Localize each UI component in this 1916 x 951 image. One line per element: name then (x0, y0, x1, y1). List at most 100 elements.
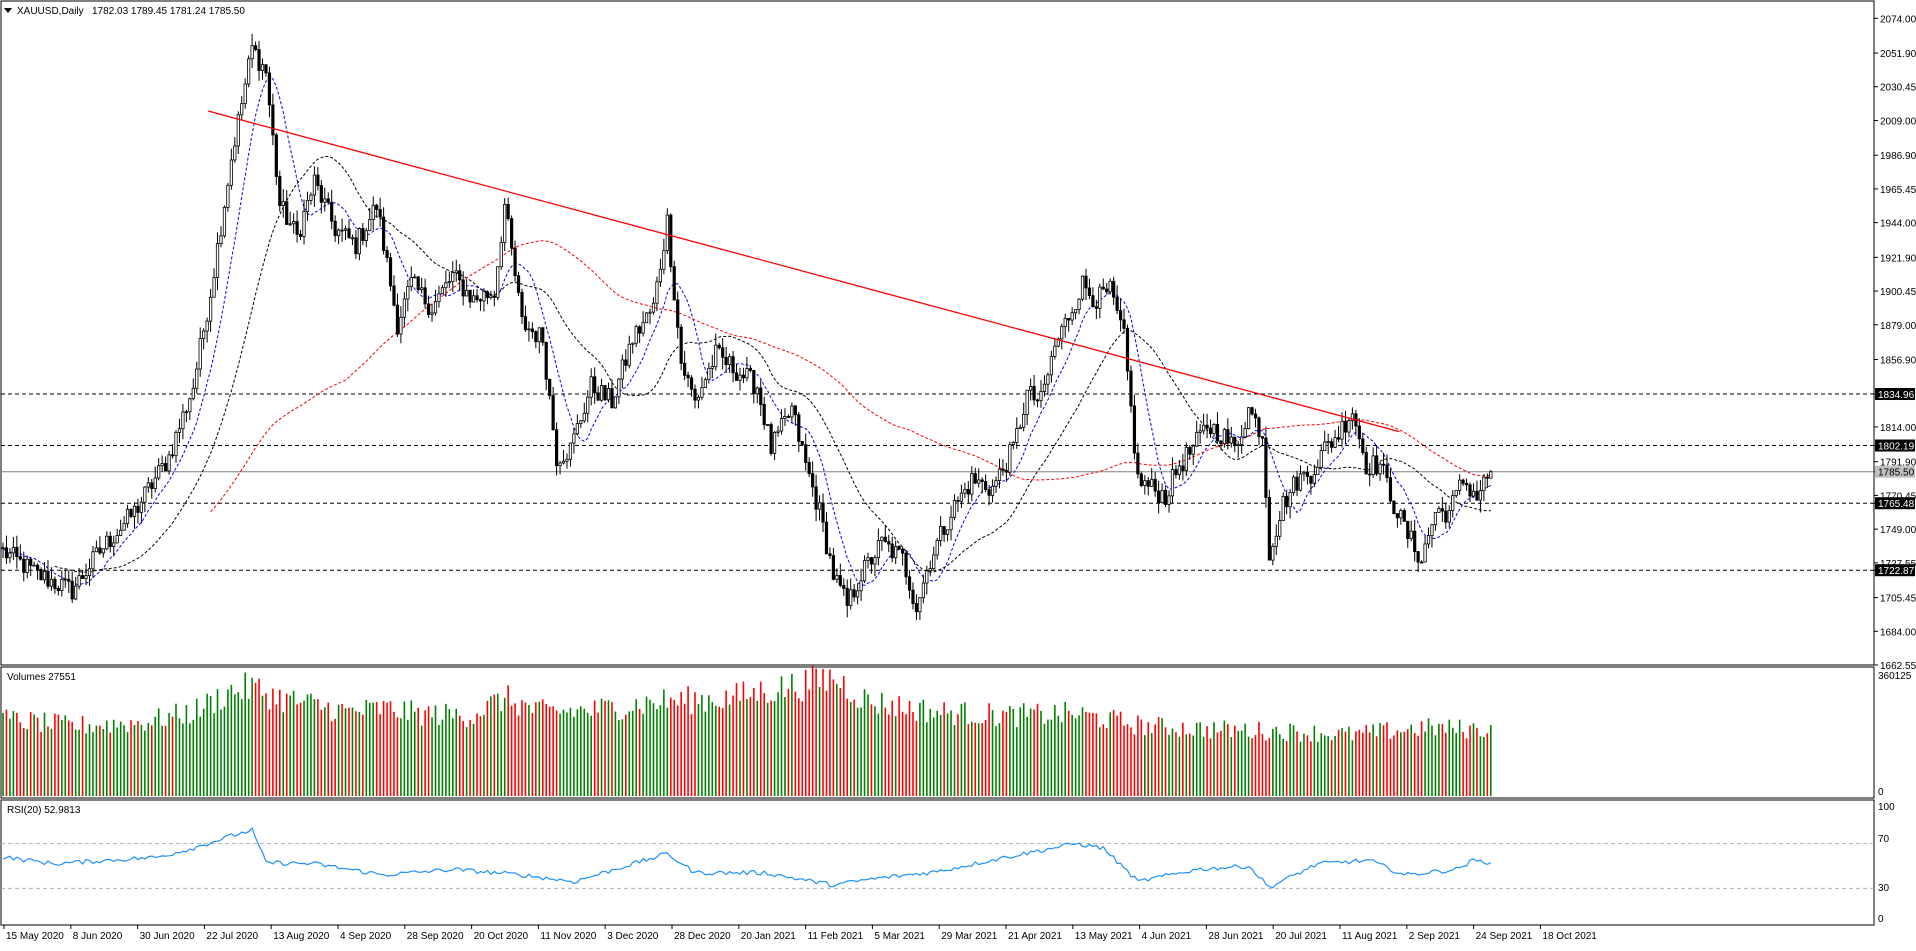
candle (731, 350, 735, 383)
price-tick-label: 1986.90 (1880, 151, 1916, 162)
candle (1035, 398, 1040, 408)
candle (786, 414, 791, 418)
candle (112, 535, 116, 557)
candle (1399, 508, 1403, 525)
candle (624, 349, 628, 372)
candle (1316, 459, 1320, 476)
candle (496, 266, 500, 301)
candle (561, 449, 566, 465)
time-label: 2 Sep 2021 (1409, 931, 1461, 942)
candle (1136, 443, 1140, 479)
candle (939, 516, 943, 547)
candle (278, 170, 282, 212)
candle (807, 457, 811, 477)
candle (1115, 285, 1119, 315)
candle (523, 305, 528, 332)
time-label: 28 Dec 2020 (674, 931, 731, 942)
candle (679, 324, 683, 371)
candle (1042, 375, 1047, 397)
candle (513, 240, 517, 282)
candle (326, 192, 330, 205)
candle (160, 455, 164, 472)
candle (1067, 318, 1071, 332)
candle (202, 328, 206, 350)
candle (748, 364, 752, 373)
candle (219, 226, 223, 248)
candle (195, 361, 199, 394)
candle (181, 404, 185, 440)
candle (959, 484, 964, 509)
candle (305, 191, 310, 221)
candle (766, 424, 770, 427)
candle (921, 574, 925, 604)
candle (388, 253, 393, 292)
chart-header-ohlc: 1782.03 1789.45 1781.24 1785.50 (92, 6, 245, 17)
candle (925, 565, 929, 595)
price-tick-label: 1856.90 (1880, 356, 1916, 367)
candle (856, 583, 860, 605)
candle (1174, 464, 1178, 479)
candle (1392, 500, 1396, 515)
candle (638, 325, 642, 344)
candle (883, 525, 887, 543)
candle (849, 578, 853, 610)
candle (977, 468, 981, 488)
candle (420, 277, 424, 294)
candle (1122, 308, 1126, 334)
candle (11, 536, 15, 560)
candle (1167, 490, 1171, 513)
candle (842, 578, 846, 597)
price-level-label: 1765.48 (1878, 499, 1915, 510)
candle (1395, 513, 1399, 528)
candle (1323, 430, 1327, 451)
candle (894, 540, 898, 565)
chart-header-symbol: XAUUSD,Daily (17, 6, 84, 17)
candle (1330, 438, 1334, 453)
candle (153, 466, 157, 493)
candle (831, 547, 836, 581)
price-tick-label: 1921.90 (1880, 253, 1916, 264)
price-level-label: 1722.87 (1878, 566, 1915, 577)
time-label: 8 Jun 2020 (73, 931, 123, 942)
candle (838, 563, 842, 588)
candle (1222, 427, 1226, 448)
candle (157, 458, 161, 481)
candle (620, 354, 624, 389)
time-label: 15 May 2020 (6, 931, 64, 942)
candle (1229, 426, 1233, 448)
candle (347, 219, 351, 239)
candle (1060, 323, 1064, 350)
candle (887, 534, 891, 553)
candle (724, 346, 728, 373)
candle (734, 364, 739, 381)
rsi-panel: RSI(20) 52.9813 100 70 30 0 (0, 799, 1895, 926)
candle (1478, 480, 1483, 513)
candle (267, 66, 272, 118)
time-label: 20 Oct 2020 (474, 931, 529, 942)
time-label: 20 Jan 2021 (741, 931, 796, 942)
candle (821, 493, 825, 532)
candle (91, 545, 95, 579)
candle (437, 285, 441, 308)
candle (333, 215, 337, 242)
candle (285, 189, 289, 225)
candle (381, 207, 386, 255)
candle (745, 356, 749, 382)
candle (869, 557, 874, 574)
candle (274, 132, 278, 185)
candle (129, 508, 133, 519)
candle (125, 504, 130, 528)
candle (253, 41, 258, 52)
candle (1433, 511, 1438, 531)
candle (1413, 519, 1417, 562)
time-label: 11 Nov 2020 (540, 931, 596, 942)
candle (1049, 350, 1053, 383)
candle (1385, 454, 1389, 483)
candle (717, 342, 721, 350)
candle (1094, 299, 1098, 320)
candle (828, 547, 832, 559)
candle (945, 529, 950, 542)
candle (1489, 470, 1493, 479)
candle (1080, 275, 1085, 302)
